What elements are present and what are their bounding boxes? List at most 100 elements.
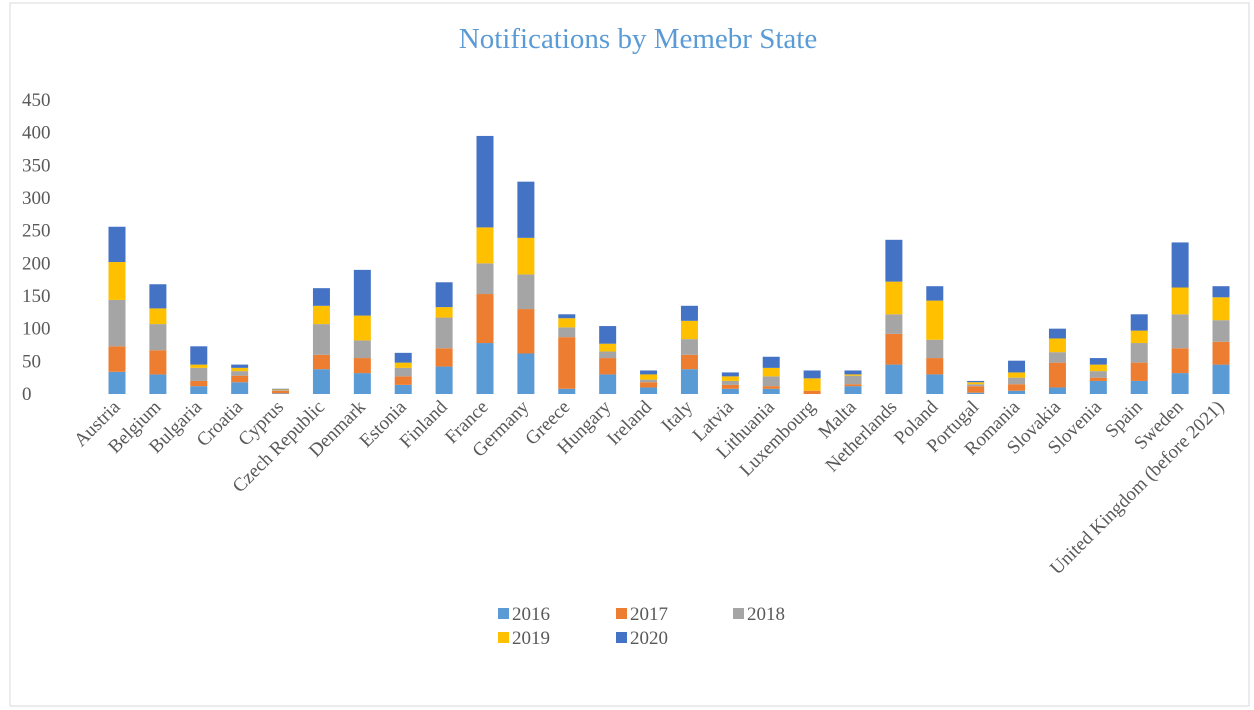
bar-segment — [1130, 380, 1148, 394]
bar-segment — [476, 294, 494, 344]
bar-segment — [394, 384, 412, 394]
bar-segment — [967, 380, 985, 383]
y-tick-label: 400 — [22, 123, 51, 144]
bar-segment — [272, 388, 290, 390]
legend-label: 2020 — [630, 628, 668, 649]
bar-segment — [1089, 377, 1107, 381]
bar-segment — [231, 364, 249, 368]
bar-segment — [640, 374, 658, 380]
bar-segment — [721, 376, 739, 381]
bar-segment — [108, 262, 126, 300]
bar-segment — [149, 284, 167, 309]
bar-segment — [599, 374, 617, 394]
bar-segment — [762, 386, 780, 389]
bar-segment — [476, 227, 494, 264]
bar-segment — [1089, 371, 1107, 378]
y-tick-label: 100 — [22, 319, 51, 340]
bar-segment — [149, 350, 167, 375]
bar-segment — [680, 354, 698, 370]
bar-segment — [149, 324, 167, 351]
bar-segment — [640, 370, 658, 375]
chart-frame — [9, 2, 1250, 707]
legend-label: 2019 — [512, 628, 550, 649]
bar-segment — [394, 352, 412, 363]
y-tick-label: 450 — [22, 90, 51, 111]
bar-segment — [1130, 314, 1148, 331]
bar-segment — [1048, 352, 1066, 363]
bar-segment — [108, 371, 126, 394]
bar-segment — [926, 374, 944, 394]
bar-segment — [1130, 330, 1148, 344]
bar-segment — [1130, 343, 1148, 363]
bar-segment — [476, 343, 494, 394]
legend-label: 2016 — [512, 604, 550, 625]
bar-segment — [967, 386, 985, 393]
bar-segment — [394, 362, 412, 368]
bar-segment — [435, 307, 453, 318]
bar-segment — [517, 181, 535, 238]
bar-segment — [476, 135, 494, 228]
bar-segment — [762, 367, 780, 377]
bar-segment — [762, 376, 780, 387]
bar-segment — [231, 367, 249, 372]
bar-segment — [721, 380, 739, 385]
bar-segment — [312, 305, 330, 325]
bar-segment — [190, 367, 208, 381]
bar-segment — [1171, 348, 1189, 374]
y-tick-label: 0 — [22, 384, 32, 405]
legend-swatch — [616, 632, 627, 643]
bar-segment — [558, 314, 576, 319]
bar-segment — [844, 370, 862, 375]
bar-segment — [108, 346, 126, 372]
bar-segment — [844, 374, 862, 376]
bar-segment — [640, 379, 658, 383]
legend-swatch — [498, 632, 509, 643]
bar-segment — [885, 364, 903, 394]
bar-segment — [926, 300, 944, 340]
bar-segment — [312, 324, 330, 355]
y-tick-label: 50 — [22, 351, 41, 372]
bar-segment — [231, 375, 249, 383]
bar-segment — [517, 353, 535, 394]
bar-segment — [1048, 362, 1066, 388]
bar-segment — [803, 390, 821, 394]
bar-segment — [967, 384, 985, 387]
legend-swatch — [616, 608, 627, 619]
bar-segment — [353, 269, 371, 316]
bar-segment — [190, 386, 208, 394]
bar-segment — [967, 382, 985, 385]
bar-segment — [517, 309, 535, 354]
bar-segment — [1008, 390, 1026, 394]
bar-segment — [1212, 320, 1230, 342]
bar-segment — [1171, 314, 1189, 349]
bar-segment — [1212, 364, 1230, 394]
bar-segment — [1212, 297, 1230, 321]
bar-segment — [353, 358, 371, 374]
bar-segment — [1008, 360, 1026, 373]
bar-segment — [353, 340, 371, 359]
bar-segment — [599, 358, 617, 375]
bar-segment — [149, 374, 167, 394]
bar-segment — [1048, 387, 1066, 394]
bar-segment — [435, 366, 453, 394]
bar-segment — [885, 239, 903, 282]
bar-segment — [680, 320, 698, 340]
bar-segment — [885, 333, 903, 365]
bar-segment — [231, 382, 249, 394]
bar-segment — [272, 390, 290, 391]
bar-segment — [762, 388, 780, 394]
bar-segment — [967, 392, 985, 394]
bar-segment — [680, 369, 698, 394]
y-tick-label: 150 — [22, 286, 51, 307]
bar-segment — [721, 372, 739, 377]
bar-segment — [435, 282, 453, 308]
bar-segment — [1171, 287, 1189, 315]
y-tick-label: 250 — [22, 221, 51, 242]
bar-segment — [517, 274, 535, 310]
legend-label: 2018 — [747, 604, 785, 625]
bar-segment — [190, 346, 208, 365]
bar-segment — [1171, 373, 1189, 394]
bar-segment — [762, 356, 780, 368]
bar-segment — [1048, 328, 1066, 339]
bar-segment — [1008, 372, 1026, 378]
